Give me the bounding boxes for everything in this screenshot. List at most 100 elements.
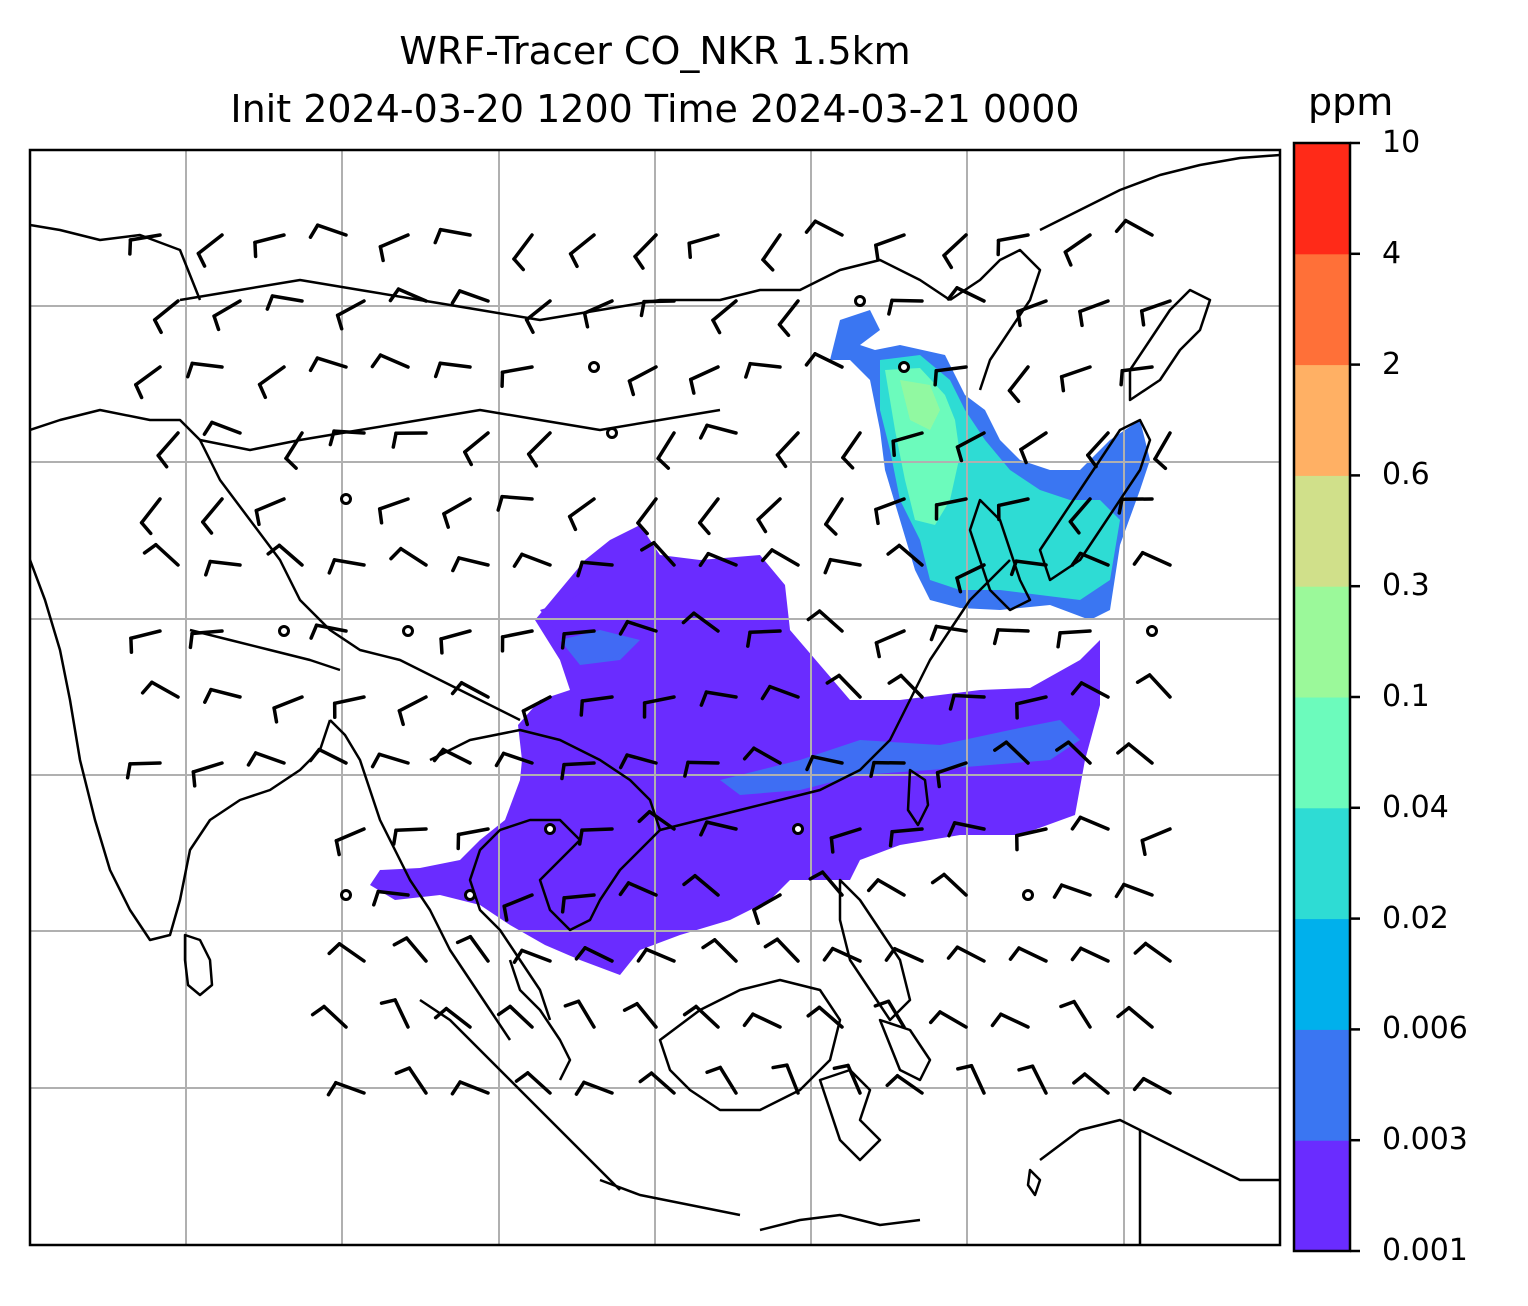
wind-barbs [125, 218, 1172, 1097]
wind-barb-feather [191, 770, 197, 788]
wind-barb-feather [372, 889, 380, 907]
wind-barb-feather [1070, 681, 1084, 696]
wind-barb-shaft [751, 1012, 782, 1029]
wind-barb-shaft [128, 761, 162, 766]
wind-barb-feather [125, 762, 132, 780]
wind-barb-feather [266, 543, 282, 556]
wind-barb-shaft [524, 299, 552, 322]
wind-barb-shaft [1014, 559, 1048, 567]
wind-barb-shaft [1004, 740, 1030, 765]
calm-wind-marker [402, 625, 414, 637]
wind-barb-shaft [334, 827, 366, 843]
wind-barb-feather [744, 361, 752, 379]
wind-barb-feather [808, 870, 825, 881]
wind-barb-feather [761, 257, 775, 272]
wind-barb-shaft [1007, 365, 1030, 393]
wind-barb-feather [886, 543, 901, 556]
wind-barb-shaft [315, 223, 348, 237]
wind-barb-shaft [952, 693, 986, 699]
calm-wind-marker [1146, 625, 1158, 637]
wind-barb-feather [463, 450, 474, 467]
wind-barb-shaft [332, 429, 366, 435]
wind-barb-shaft [627, 365, 658, 383]
wind-barb-shaft [441, 747, 472, 765]
wind-barb-shaft [1014, 827, 1048, 838]
colorbar-tick-label: 0.001 [1382, 1233, 1468, 1268]
wind-barb-feather [825, 673, 841, 685]
colorbar-tick-label: 0.006 [1382, 1011, 1468, 1047]
colorbar-tick-label: 0.003 [1382, 1122, 1468, 1158]
wind-barb-shaft [502, 893, 534, 909]
wind-barb-feather [392, 828, 398, 846]
lat-lon-gridlines [30, 150, 1280, 1245]
wind-barb-feather [1078, 309, 1084, 328]
wind-barb-feather [777, 322, 791, 338]
wind-barb-shaft [582, 1080, 614, 1095]
wind-barb-shaft [407, 1066, 428, 1095]
wind-barb-feather [1056, 631, 1062, 649]
wind-barb-shaft [846, 1063, 862, 1095]
wind-barb-shaft [899, 673, 924, 699]
wind-barb-shaft [752, 893, 782, 912]
wind-barb-shaft [996, 628, 1030, 633]
wind-barb-feather [128, 238, 133, 256]
wind-barb-feather [1132, 550, 1145, 566]
wind-barb-feather [246, 751, 258, 767]
wind-barb-shaft [208, 559, 242, 567]
wind-barb-shaft [378, 353, 410, 369]
wind-barb-feather [806, 1005, 822, 1018]
wind-barb-shaft [955, 945, 986, 963]
wind-barb-shaft [397, 695, 428, 713]
wind-barb-shaft [652, 541, 676, 567]
wind-barb-shaft [456, 827, 490, 837]
wind-barb-shaft [191, 761, 224, 774]
wind-barb-feather [688, 377, 696, 395]
calm-wind-marker [544, 823, 556, 835]
wind-barb-feather [805, 754, 815, 772]
wind-barb-feather [618, 881, 631, 897]
wind-barb-shaft [1015, 695, 1048, 706]
wind-barb-shaft [1078, 551, 1110, 567]
colorbar-segment-5 [1294, 586, 1350, 698]
wind-barb-shaft [999, 1012, 1030, 1029]
wind-barb-shaft [876, 878, 906, 897]
wind-barb-feather [1007, 388, 1021, 404]
wind-barb-feather [560, 762, 566, 781]
wind-barb-feather [822, 946, 835, 962]
wind-barb-shaft [1140, 550, 1172, 567]
wind-barb-shaft [272, 695, 304, 710]
wind-barb-shaft [568, 233, 596, 256]
wind-barb-feather [681, 611, 696, 625]
wind-barb-feather [397, 709, 405, 727]
wind-barb-shaft [711, 299, 738, 322]
wind-barb-feather [563, 999, 581, 1008]
wind-barb-feather [326, 1080, 338, 1097]
wind-barb-shaft [1122, 882, 1154, 897]
wind-barb-shaft [322, 1004, 348, 1029]
wind-barb-feather [284, 456, 298, 470]
wind-barb-shaft [332, 695, 366, 706]
wind-barb-feather [942, 253, 954, 270]
wind-barb-feather [687, 241, 693, 260]
wind-barb-feather [990, 1012, 1003, 1028]
wind-barb-shaft [810, 754, 844, 765]
wind-barb-feather [202, 420, 214, 436]
wind-barb-shaft [633, 233, 658, 259]
wind-barb-shaft [562, 893, 596, 900]
wind-barb-feather [1070, 946, 1083, 962]
wind-barb-feather [1086, 453, 1098, 469]
wind-barb-feather [1017, 1064, 1035, 1072]
wind-barb-shaft [190, 629, 224, 636]
wind-barb-shaft [393, 998, 410, 1029]
wind-barb-shaft [500, 494, 534, 501]
wind-barb-feather [946, 945, 960, 960]
wind-barb-feather [185, 361, 194, 379]
wind-barb-shaft [139, 497, 162, 525]
wind-barb-feather [576, 560, 584, 578]
wind-barb-feather [1135, 673, 1152, 684]
wind-barb-feather [682, 873, 697, 887]
wind-barb-feather [327, 558, 337, 575]
wind-barb-feather [935, 770, 942, 789]
wind-barb-feather [929, 624, 939, 642]
wind-barb-feather [698, 423, 709, 440]
